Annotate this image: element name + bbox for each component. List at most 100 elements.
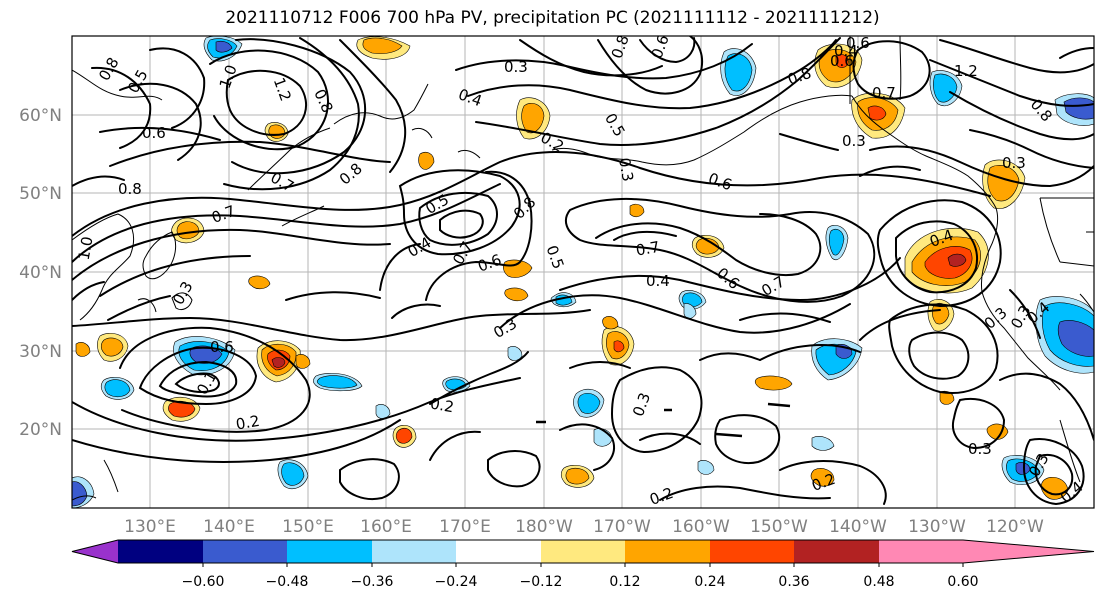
precip-anomaly-area [1057,320,1094,357]
precip-anomaly-area [695,237,720,255]
lon-label: 180°W [515,517,573,537]
precip-anomaly-area [504,287,529,302]
colorbar-tick-label: 0.12 [609,574,640,590]
precip-anomaly-area [503,259,533,278]
precip-anomaly-area [248,275,271,290]
colorbar-ticks [202,563,964,567]
colorbar-tick-label: −0.36 [351,574,394,590]
precip-anomaly-area [215,40,233,53]
colorbar-segment [372,540,456,563]
precip-anomaly-area [613,340,625,353]
precip-anomaly-area [521,103,545,134]
precip-anomaly-area [418,151,435,170]
precip-anomaly-area [987,165,1020,202]
colorbar-segments [71,539,1095,564]
contour-label: 1.0 [75,235,97,262]
colorbar-segment [456,540,541,563]
colorbar-extend-min [72,540,118,563]
lat-label: 40°N [19,263,62,283]
longitude-axis-labels: 130°E 140°E 150°E 160°E 170°E 180°W 170°… [124,517,1044,537]
lat-label: 30°N [19,342,62,362]
precip-anomaly-area [602,316,619,330]
precip-anomaly-area [933,73,958,103]
lon-label: 130°W [908,517,966,537]
contour-label: 0.6 [210,338,234,356]
contour-label: 0.6 [830,52,854,70]
colorbar-tick-label: −0.60 [182,574,225,590]
precip-shading [72,36,1094,508]
precip-anomaly-area [835,54,849,68]
precip-anomaly-area [565,467,590,485]
precip-anomaly-area [100,337,124,357]
contour-label: 0.6 [142,124,166,142]
precip-anomaly-area [577,393,601,414]
map-title: 2021110712 F006 700 hPa PV, precipitatio… [225,8,880,28]
contour-label: 0.3 [615,156,637,183]
colorbar-extend-max [963,540,1094,563]
precip-anomaly-area [629,203,645,218]
precip-anomaly-area [75,342,91,357]
contour-label: 0.7 [872,84,896,102]
precip-anomaly-area [271,357,286,368]
precip-anomaly-area [104,379,131,398]
precip-anomaly-area [811,436,835,451]
precip-anomaly-area [507,346,523,361]
lon-label: 140°E [203,517,255,537]
contour-label: 0.2 [234,412,261,434]
colorbar-segment [710,540,794,563]
lon-label: 150°W [750,517,808,537]
colorbar-segment [625,540,710,563]
precip-anomaly-area [395,427,413,444]
precip-anomaly-area [362,37,403,54]
colorbar-tick-label: 0.36 [778,574,809,590]
lon-label: 170°E [439,517,491,537]
precip-anomaly-area [697,460,715,475]
colorbar-segment [287,540,372,563]
colorbar-tick-label: 0.24 [694,574,725,590]
colorbar-tick-label: −0.12 [520,574,563,590]
lon-label: 160°E [360,517,412,537]
lon-label: 130°E [124,517,176,537]
colorbar-segment [879,540,963,563]
lon-label: 140°W [829,517,887,537]
contour-label: 1.2 [954,62,978,80]
contour-label: 0.3 [504,58,528,76]
contour-label: 0.2 [429,394,456,416]
colorbar-tick-labels: −0.60 −0.48 −0.36 −0.24 −0.12 0.12 0.24 0.36 0.4… [182,574,979,590]
pv-contour-fragments [536,402,791,438]
precip-anomaly-area [939,390,955,405]
precip-anomaly-area [1063,97,1094,120]
colorbar: −0.60 −0.48 −0.36 −0.24 −0.12 0.12 0.24 0.36 0.4… [71,539,1095,590]
contour-label: 0.4 [834,42,858,60]
contour-label: 0.4 [646,272,670,290]
lat-label: 20°N [19,420,62,440]
contour-label: 0.7 [634,238,661,260]
contour-label: 0.3 [1002,154,1026,172]
colorbar-tick-label: 0.48 [863,574,894,590]
lon-label: 120°W [986,517,1044,537]
colorbar-outline [71,539,1095,564]
colorbar-tick-label: −0.48 [266,574,309,590]
precip-anomaly-area [375,404,391,419]
precip-anomaly-area [810,468,835,487]
map-plot-area: 0.8 0.5 1.0 0.8 1.2 0.6 0.7 0.8 0.8 1.0 … [71,34,1095,509]
lon-label: 170°W [593,517,651,537]
precip-anomaly-area [316,375,358,389]
colorbar-segment [118,540,203,563]
colorbar-segment [541,540,625,563]
lat-label: 50°N [19,184,62,204]
precip-anomaly-area [754,375,793,391]
contour-label: 0.3 [842,132,866,150]
precip-anomaly-area [295,354,311,369]
contour-label: 0.6 [846,34,870,52]
colorbar-tick-label: 0.60 [947,574,978,590]
precip-anomaly-area [168,400,196,418]
precip-anomaly-area [176,221,200,240]
latitude-axis-labels: 60°N 50°N 40°N 30°N 20°N [19,106,62,440]
pv-contours [72,36,1094,506]
precip-anomaly-area [828,228,845,256]
colorbar-tick-label: −0.24 [435,574,478,590]
map-frame [71,35,1095,509]
precip-anomaly-area [281,462,305,486]
